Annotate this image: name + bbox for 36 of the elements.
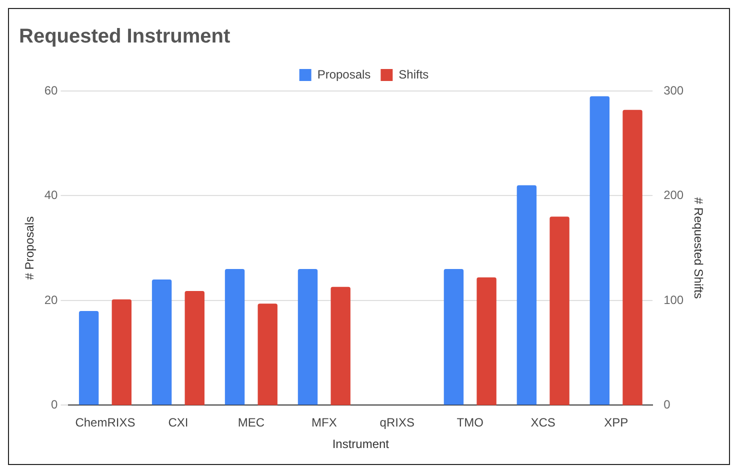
bar (476, 277, 496, 406)
bar (516, 185, 537, 405)
bar (112, 299, 132, 406)
x-tick-label: MEC (238, 416, 265, 430)
bar (184, 291, 204, 406)
bar (224, 269, 245, 405)
x-tick-label: XPP (604, 416, 628, 430)
y2-tick-label: 300 (664, 83, 684, 98)
bar (622, 110, 642, 406)
y-tick-label: 20 (44, 292, 58, 307)
legend-label: Proposals (317, 67, 371, 82)
x-tick-label: TMO (456, 416, 484, 430)
y-tick-label: 60 (44, 83, 58, 98)
bar (152, 280, 172, 405)
bar (444, 269, 464, 405)
y-axis-title: # Proposals (22, 216, 37, 280)
x-axis-title: Instrument (332, 437, 390, 452)
legend-label: Shifts (398, 67, 429, 82)
y2-axis-title: # Requested Shifts (691, 197, 706, 299)
bar (550, 216, 570, 406)
y2-tick-label: 200 (664, 188, 684, 202)
y2-tick-label: 100 (664, 292, 684, 307)
x-tick-label: MFX (312, 416, 337, 430)
x-tick-label: CXI (168, 416, 188, 430)
bar (298, 269, 318, 405)
x-tick-label: XCS (530, 416, 556, 430)
bar (590, 96, 610, 405)
y-tick-label: 0 (51, 398, 58, 412)
x-tick-label: ChemRIXS (75, 416, 136, 430)
chart-title: Requested Instrument (19, 26, 230, 48)
bar (258, 304, 278, 406)
x-tick-label: qRIXS (380, 416, 414, 430)
y2-tick-label: 0 (664, 398, 671, 412)
y-tick-label: 40 (44, 188, 58, 202)
bar (78, 310, 99, 405)
bar (330, 286, 350, 406)
